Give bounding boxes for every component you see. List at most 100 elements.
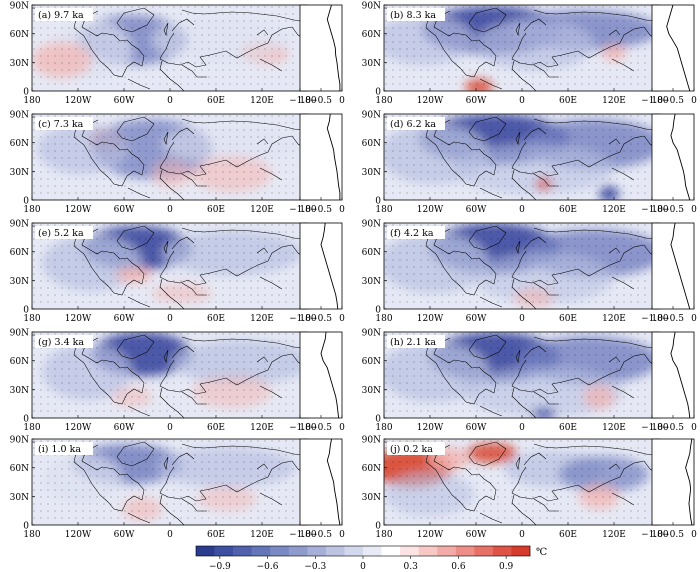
lon-tick-label: 120E [602,205,626,215]
lon-tick-label: 180 [651,314,668,324]
profile-line [670,113,691,201]
lon-tick-label: 180 [375,314,392,324]
lon-tick-label: 120E [250,423,274,433]
lon-tick-label: 60E [207,205,225,215]
profile-line [685,438,693,526]
profile-tick-label: −1.0 [641,530,663,540]
lat-tick-label: 0 [23,306,29,316]
profile-tick-label: −1.0 [641,205,663,215]
panel-title: (a) 9.7 ka [38,10,84,21]
profile-tick-label: 0 [691,96,697,106]
panel-title: (b) 8.3 ka [390,10,436,21]
lon-tick-label: 60E [559,96,577,106]
profile-tick-label: −0.5 [310,96,332,106]
zonal-profile: −1.0 −0.5 0 [641,113,697,215]
profile-tick-label: 0 [339,96,345,106]
profile-frame [651,4,695,92]
lon-tick-label: 120E [250,314,274,324]
lon-tick-label: 60W [466,530,487,540]
lat-tick-label: 60N [10,248,29,258]
panel-c: (c) 7.3 ka 0 30N 60N 90N 180 120W 60W 0 60E 120E 18… [10,111,345,216]
lon-tick-label: 60E [207,314,225,324]
lon-tick-label: 60W [466,205,487,215]
lon-tick-label: 0 [519,530,525,540]
lon-tick-label: 60E [559,530,577,540]
colorbar-tick-label: 0.9 [499,562,514,572]
profile-tick-label: 0 [339,205,345,215]
label-box [35,442,93,455]
panel-g: (g) 3.4 ka 0 30N 60N 90N 180 120W 60W 0 60E 120E 18… [10,329,345,434]
zonal-profile: −1.0 −0.5 0 [289,113,345,215]
panel-f: (f) 4.2 ka 0 30N 60N 90N 180 120W 60W 0 60E 120E 18… [362,220,697,325]
map-field: (h) 2.1 ka [383,331,661,419]
lon-tick-label: 120E [250,530,274,540]
colorbar-swatch [418,546,438,556]
label-box [387,335,445,348]
lon-tick-label: 0 [519,314,525,324]
map-field: (g) 3.4 ka [31,331,309,419]
profile-line [326,4,341,91]
lon-tick-label: 120W [417,423,444,433]
lon-tick-label: 180 [23,530,40,540]
colorbar-tick-label: 0.3 [404,562,419,572]
zonal-profile: −1.0 −0.5 0 [289,331,345,433]
colorbar-tick-label: 0.6 [451,562,466,572]
lon-tick-label: 180 [375,96,392,106]
profile-frame [299,222,343,310]
panel-label: (j) 0.2 ka [387,442,445,455]
lon-tick-label: 120W [417,530,444,540]
label-box [35,8,93,21]
lat-tick-label: 30N [362,59,381,69]
lon-tick-label: 60W [114,423,135,433]
zonal-profile: −1.0 −0.5 0 [289,4,345,106]
lon-tick-label: 180 [375,530,392,540]
panel-title: (g) 3.4 ka [38,337,84,348]
panel-label: (f) 4.2 ka [387,226,445,239]
profile-tick-label: 0 [691,423,697,433]
lon-tick-label: 0 [167,96,173,106]
profile-tick-label: −0.5 [662,205,684,215]
colorbar-tick-label: −0.3 [304,562,326,572]
label-box [387,8,445,21]
lat-tick-label: 60N [362,30,381,40]
lat-tick-label: 30N [10,59,29,69]
lat-tick-label: 0 [375,306,381,316]
profile-tick-label: 0 [691,205,697,215]
panel-h: (h) 2.1 ka 0 30N 60N 90N 180 120W 60W 0 60E 120E 18… [362,329,697,434]
lat-tick-label: 0 [23,88,29,98]
colorbar-swatch [214,546,234,556]
lon-tick-label: 120W [417,96,444,106]
lon-tick-label: 180 [299,314,316,324]
panel-label: (h) 2.1 ka [387,335,445,348]
profile-frame [299,113,343,201]
lat-tick-label: 90N [362,329,381,339]
lon-tick-label: 120E [602,96,626,106]
lon-tick-label: 180 [651,423,668,433]
lon-tick-label: 180 [651,96,668,106]
profile-tick-label: 0 [691,530,697,540]
lat-tick-label: 0 [375,415,381,425]
lat-tick-label: 30N [10,386,29,396]
lon-tick-label: 60W [114,530,135,540]
panel-title: (f) 4.2 ka [390,228,434,239]
colorbar-swatch [437,546,457,556]
profile-line [320,222,339,310]
panel-label: (d) 6.2 ka [387,117,445,130]
profile-tick-label: −1.0 [289,423,311,433]
panels: (a) 9.7 ka 0 30N 60N 90N 180 120W 60W 0 60E 120E 18… [10,2,697,541]
panel-title: (j) 0.2 ka [390,444,433,455]
profile-tick-label: −0.5 [662,314,684,324]
map-field: (f) 4.2 ka [383,222,661,310]
map-field: (b) 8.3 ka [383,4,661,92]
label-box [35,335,93,348]
profile-frame [299,438,343,526]
panel-title: (i) 1.0 ka [38,444,81,455]
lat-tick-label: 30N [10,493,29,503]
lat-tick-label: 60N [10,30,29,40]
label-box [35,117,93,130]
lon-tick-label: 180 [651,530,668,540]
lat-tick-label: 0 [23,197,29,207]
lat-tick-label: 90N [10,2,29,12]
panel-label: (e) 5.2 ka [35,226,93,239]
